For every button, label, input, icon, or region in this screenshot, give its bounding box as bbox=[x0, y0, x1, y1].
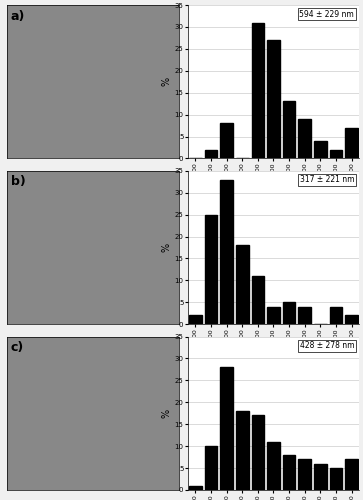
Bar bbox=[236, 246, 249, 324]
Text: b): b) bbox=[11, 176, 25, 188]
Bar bbox=[345, 316, 358, 324]
Text: 317 ± 221 nm: 317 ± 221 nm bbox=[300, 176, 354, 184]
Bar bbox=[205, 446, 217, 490]
X-axis label: Fiber Diameter (nm): Fiber Diameter (nm) bbox=[221, 360, 325, 370]
Bar bbox=[189, 486, 202, 490]
Text: 428 ± 278 nm: 428 ± 278 nm bbox=[300, 341, 354, 350]
Bar bbox=[220, 180, 233, 324]
X-axis label: Fiber Diameter (nm): Fiber Diameter (nm) bbox=[221, 195, 325, 204]
Bar bbox=[330, 150, 342, 158]
Bar bbox=[220, 124, 233, 158]
Y-axis label: %: % bbox=[162, 408, 172, 418]
Bar bbox=[252, 22, 264, 158]
Bar bbox=[283, 302, 295, 324]
Bar bbox=[314, 141, 327, 158]
Bar bbox=[314, 464, 327, 490]
Bar bbox=[283, 455, 295, 490]
Bar bbox=[298, 119, 311, 158]
Bar bbox=[236, 411, 249, 490]
Y-axis label: %: % bbox=[162, 243, 172, 252]
Bar bbox=[252, 416, 264, 490]
Bar bbox=[330, 306, 342, 324]
Bar bbox=[298, 460, 311, 490]
Text: a): a) bbox=[11, 10, 25, 22]
Bar bbox=[267, 40, 280, 158]
Bar bbox=[189, 316, 202, 324]
Bar bbox=[205, 150, 217, 158]
Text: 594 ± 229 nm: 594 ± 229 nm bbox=[299, 10, 354, 18]
Bar bbox=[267, 306, 280, 324]
Bar bbox=[298, 306, 311, 324]
Bar bbox=[345, 128, 358, 158]
Bar bbox=[252, 276, 264, 324]
Y-axis label: %: % bbox=[162, 77, 172, 86]
Bar bbox=[330, 468, 342, 490]
Bar bbox=[220, 367, 233, 490]
Bar bbox=[267, 442, 280, 490]
Bar bbox=[205, 214, 217, 324]
Bar bbox=[345, 460, 358, 490]
Bar bbox=[283, 102, 295, 158]
Text: c): c) bbox=[11, 341, 24, 354]
